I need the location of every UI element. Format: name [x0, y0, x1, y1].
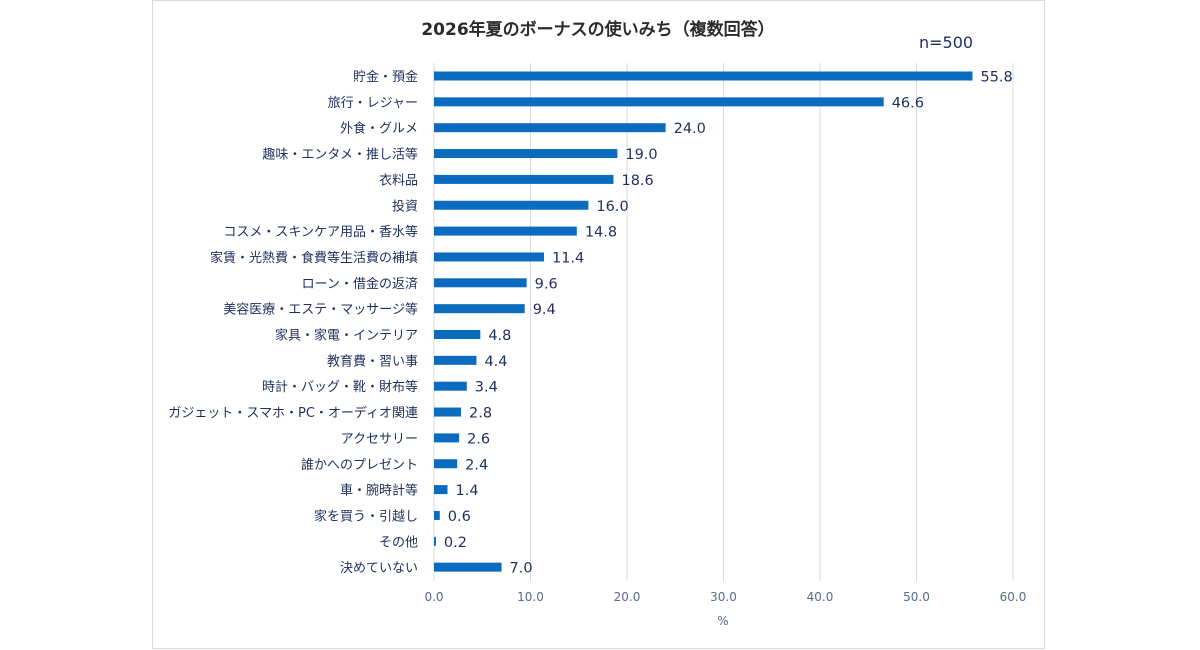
category-label: 衣料品: [379, 172, 418, 188]
bar: [434, 226, 577, 236]
category-label: その他: [379, 535, 418, 550]
bar: [434, 407, 462, 417]
category-label: 家具・家電・インテリア: [275, 328, 418, 344]
value-label: 9.6: [535, 276, 558, 292]
category-label: 旅行・レジャー: [328, 96, 418, 111]
bar: [434, 459, 458, 469]
x-tick-label: 40.0: [807, 590, 834, 604]
category-label: 決めていない: [340, 561, 418, 576]
value-label: 4.8: [488, 328, 511, 344]
value-labels: 55.8 46.6 24.0 19.0 18.6 16.0 14.811.4 9.6 9.4 4.…: [444, 70, 1013, 577]
bar-chart: 2026年夏のボーナスの使いみち（複数回答） n=500 貯金・預金旅行・レジャ…: [168, 19, 1026, 628]
bar: [434, 304, 525, 314]
value-label: 2.8: [469, 406, 492, 422]
x-tick-label: 0.0: [424, 590, 443, 604]
chart-title: 2026年夏のボーナスの使いみち（複数回答）: [421, 19, 774, 40]
category-label: 誰かへのプレゼント: [301, 457, 418, 473]
chart-panel: 2026年夏のボーナスの使いみち（複数回答） n=500 貯金・預金旅行・レジャ…: [152, 0, 1045, 649]
value-label: 2.6: [467, 431, 490, 447]
value-label: 24.0: [674, 121, 706, 137]
bar: [434, 252, 545, 262]
value-label: 0.6: [448, 509, 471, 525]
value-label: 7.0: [510, 561, 533, 577]
bar: [434, 123, 666, 133]
bar: [434, 536, 436, 546]
bar: [434, 433, 460, 443]
category-label: 家を買う・引越し: [314, 508, 418, 524]
category-label: コスメ・スキンケア用品・香水等: [223, 224, 418, 240]
value-label: 19.0: [625, 147, 657, 163]
value-label: 18.6: [621, 173, 653, 189]
category-label: 貯金・預金: [353, 69, 418, 85]
x-tick-labels: 0.0 10.0 20.0 30.0 40.0 50.0 60.0: [424, 590, 1026, 604]
value-label: 14.8: [585, 225, 617, 241]
x-tick-label: 10.0: [517, 590, 544, 604]
category-labels: 貯金・預金旅行・レジャー外食・グルメ趣味・エンタメ・推し活等衣料品投資コスメ・ス…: [168, 69, 418, 576]
x-axis-title: %: [717, 614, 728, 628]
x-tick-label: 60.0: [1000, 590, 1027, 604]
category-label: ガジェット・スマホ・PC・オーディオ関連: [168, 405, 418, 421]
value-label: 4.4: [484, 354, 507, 370]
value-label: 16.0: [596, 199, 628, 215]
bar: [434, 510, 440, 520]
value-label: 55.8: [980, 70, 1012, 86]
gridlines: [433, 63, 1014, 581]
category-label: ローン・借金の返済: [302, 276, 418, 292]
bar: [434, 381, 467, 391]
bar: [434, 200, 589, 210]
bars: [434, 71, 973, 572]
category-label: 時計・バッグ・靴・財布等: [262, 379, 418, 395]
category-label: 家賃・光熱費・食費等生活費の補填: [210, 250, 418, 266]
bar: [434, 174, 614, 184]
bar: [434, 562, 502, 572]
bar: [434, 330, 481, 339]
category-label: 外食・グルメ: [340, 121, 418, 137]
value-label: 3.4: [475, 380, 498, 396]
sample-size-label: n=500: [919, 33, 973, 52]
value-label: 46.6: [892, 95, 924, 111]
x-tick-label: 50.0: [903, 590, 930, 604]
value-label: 9.4: [533, 302, 556, 318]
x-tick-label: 20.0: [614, 590, 641, 604]
value-label: 11.4: [552, 250, 584, 266]
category-label: 趣味・エンタメ・推し活等: [262, 147, 418, 163]
category-label: 車・腕時計等: [340, 483, 418, 499]
x-tick-label: 30.0: [710, 590, 737, 604]
category-label: アクセサリー: [341, 432, 418, 447]
category-label: 投資: [392, 198, 418, 214]
bar: [434, 355, 477, 365]
bar: [434, 149, 618, 159]
value-label: 0.2: [444, 535, 467, 551]
bar: [434, 71, 973, 81]
value-label: 2.4: [465, 457, 488, 473]
value-label: 1.4: [456, 483, 479, 499]
bar: [434, 485, 448, 495]
category-label: 美容医療・エステ・マッサージ等: [223, 302, 418, 318]
category-label: 教育費・習い事: [327, 353, 418, 369]
bar: [434, 97, 884, 107]
bar: [434, 278, 527, 288]
